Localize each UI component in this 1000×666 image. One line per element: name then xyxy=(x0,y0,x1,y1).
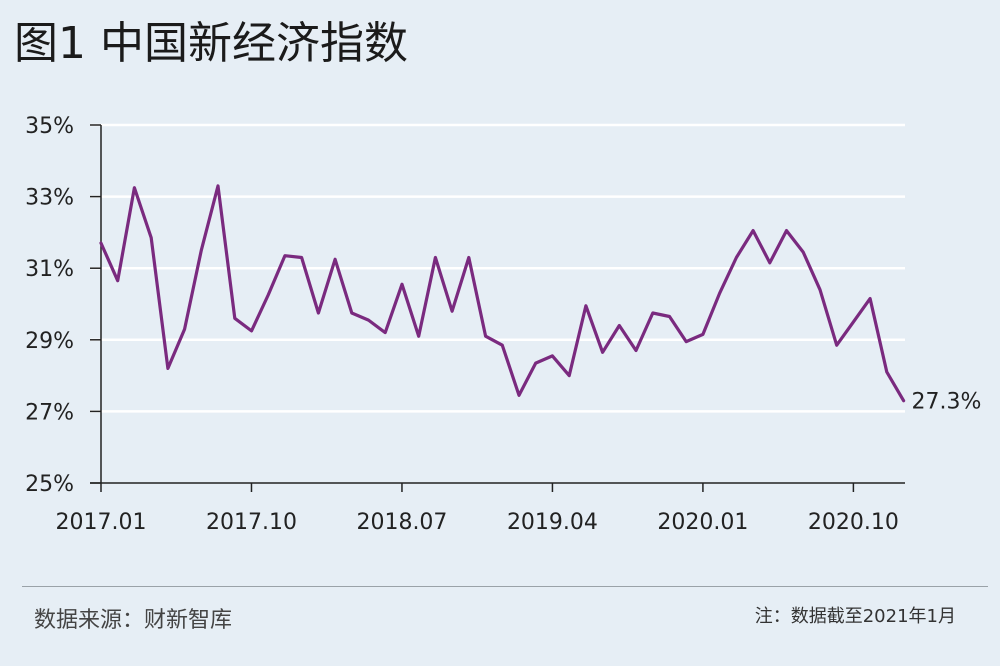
x-tick-label: 2017.01 xyxy=(56,510,147,535)
x-tick-label: 2017.10 xyxy=(206,510,297,535)
y-tick-label: 25% xyxy=(25,472,74,497)
y-tick-label: 31% xyxy=(25,257,74,282)
x-tick-label: 2020.01 xyxy=(657,510,748,535)
y-tick-label: 29% xyxy=(25,329,74,354)
y-tick-label: 33% xyxy=(25,186,74,211)
data-note: 注：数据截至2021年1月 xyxy=(754,606,956,627)
x-tick-label: 2019.04 xyxy=(507,510,598,535)
series-line xyxy=(99,184,906,403)
y-tick-label: 35% xyxy=(25,114,74,139)
footer-divider xyxy=(22,586,988,587)
end-value-label: 27.3% xyxy=(912,390,982,415)
chart-title: 图1 中国新经济指数 xyxy=(14,18,408,69)
x-tick-label: 2018.07 xyxy=(356,510,447,535)
y-tick-label: 27% xyxy=(25,400,74,425)
data-source: 数据来源：财新智库 xyxy=(34,608,233,633)
x-tick-label: 2020.10 xyxy=(808,510,899,535)
